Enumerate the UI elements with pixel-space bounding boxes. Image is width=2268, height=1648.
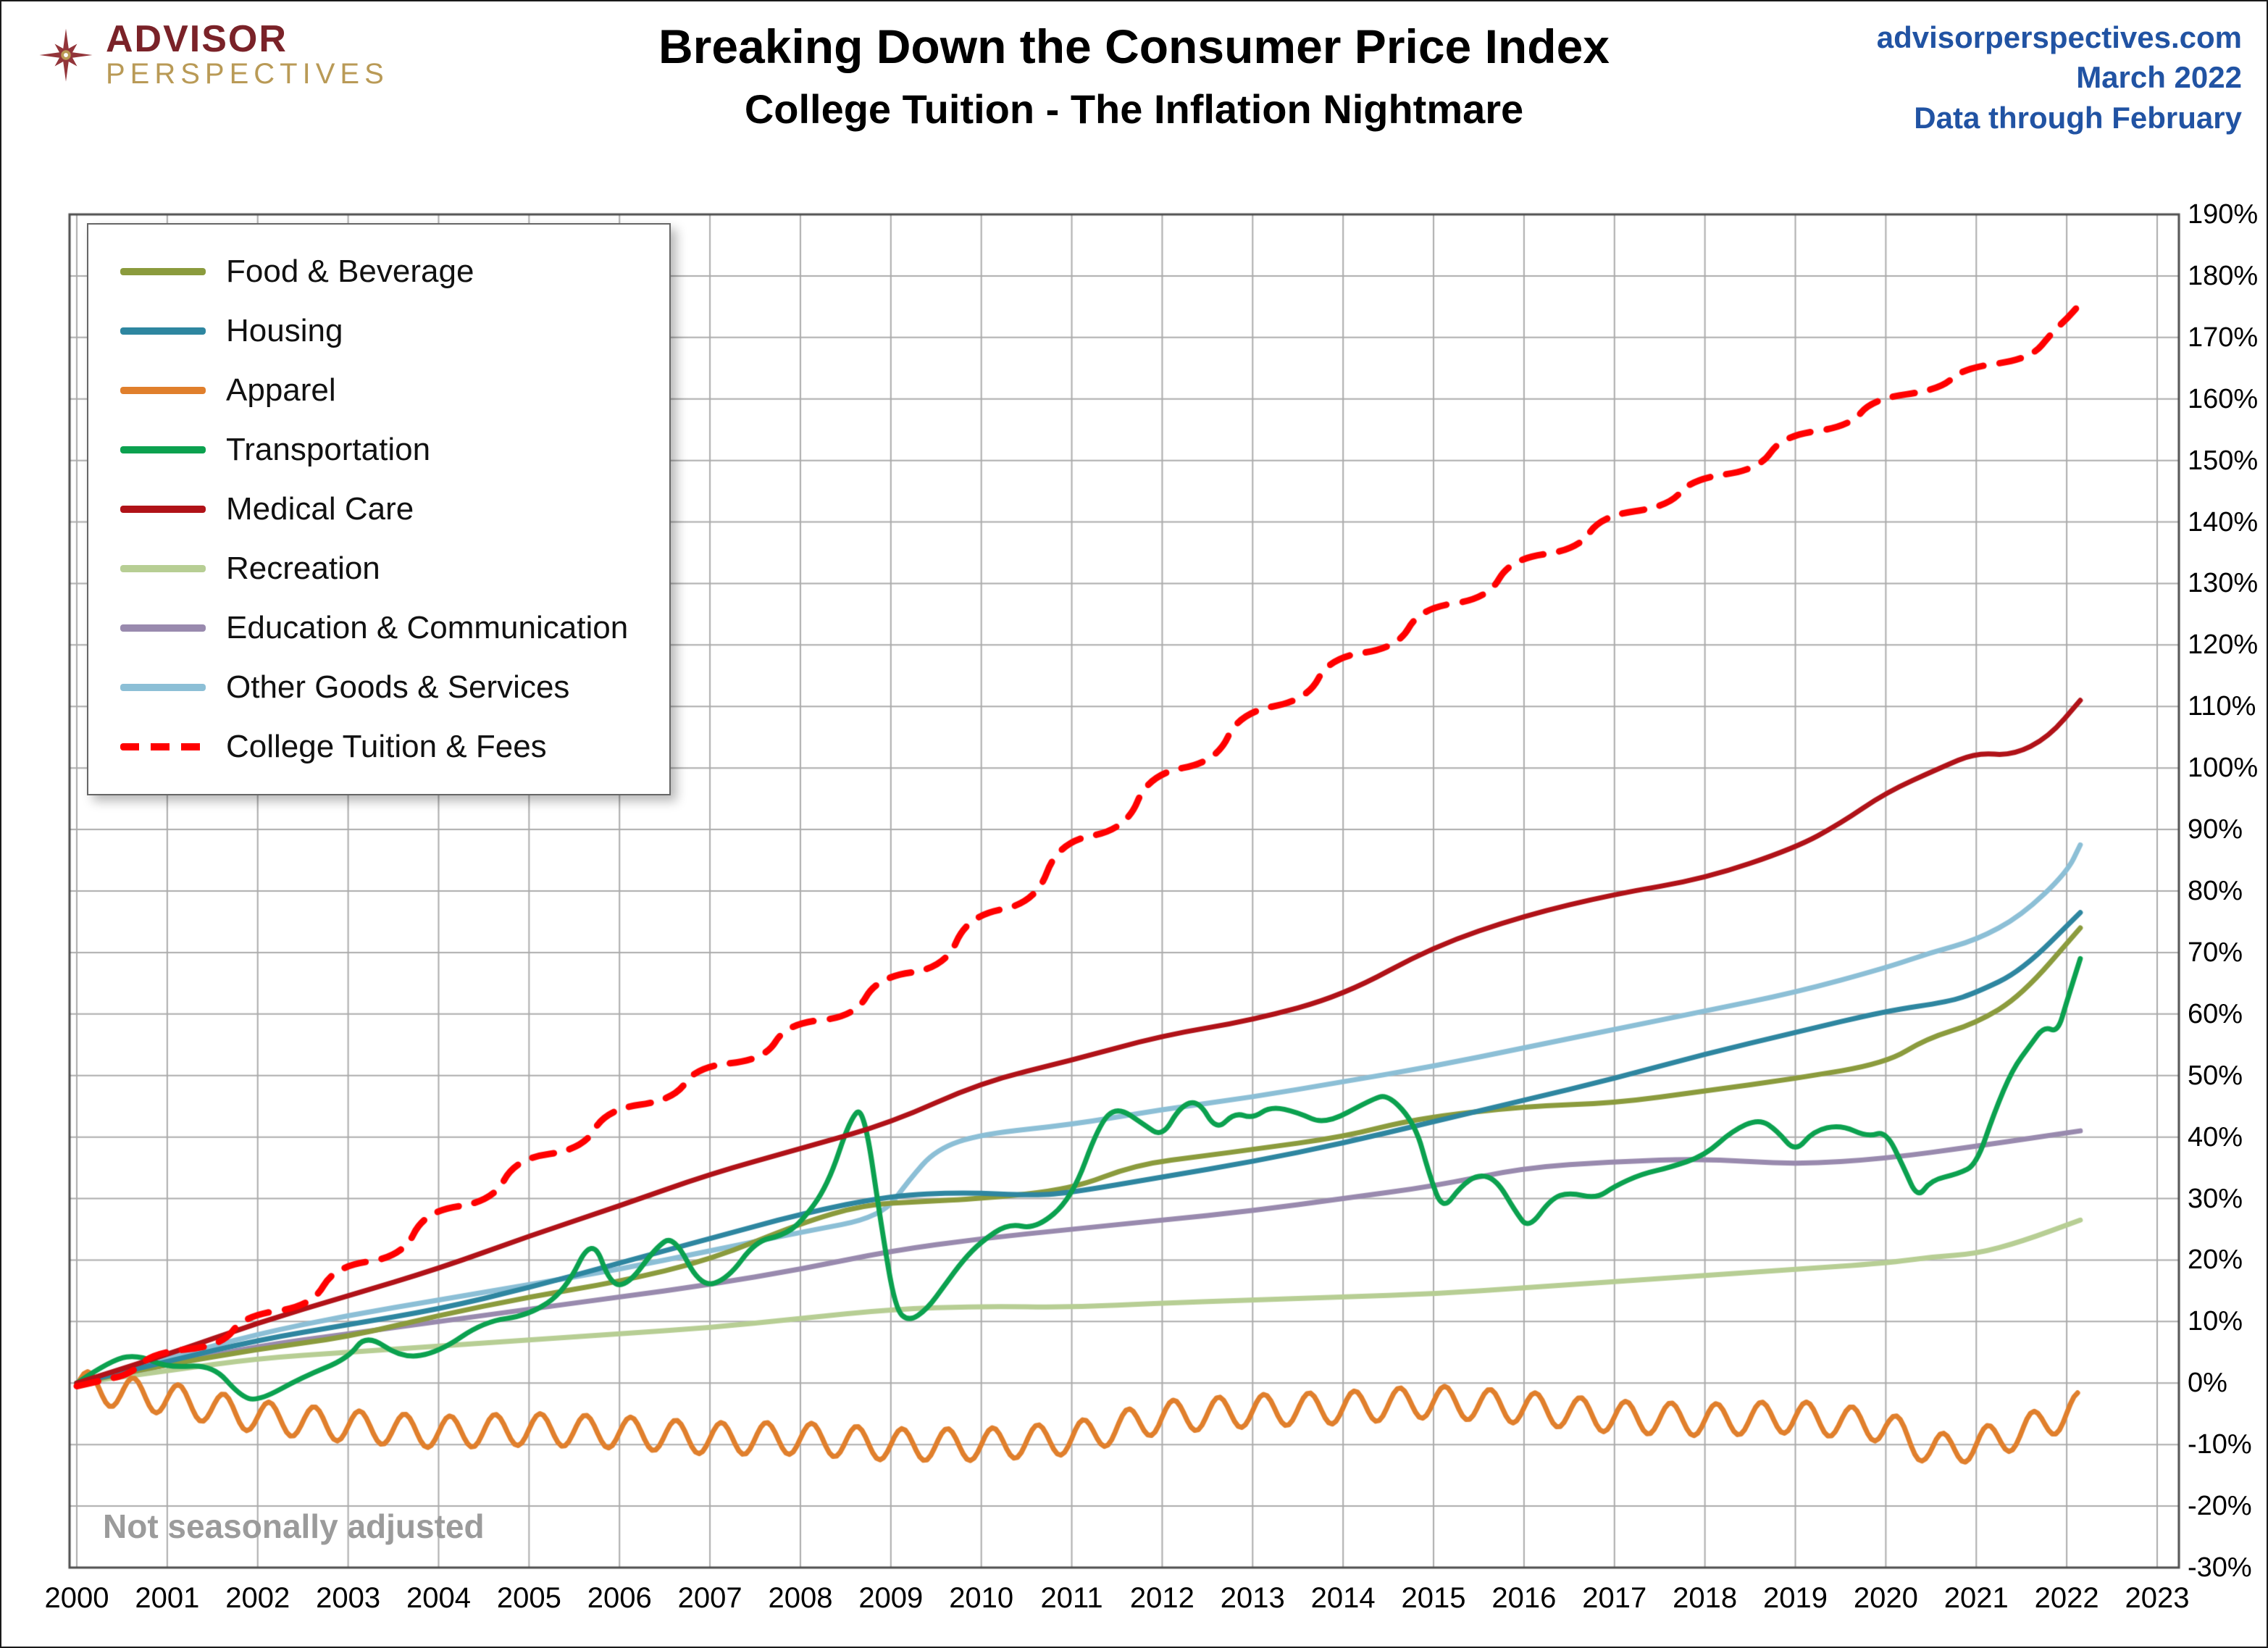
x-tick-label: 2015 [1401,1582,1466,1614]
y-axis-labels: 190% 180% 170% 160% 150% 140% 130% 120% 110% 100%… [2188,190,2267,1647]
advisor-perspectives-logo: ADVISOR PERSPECTIVES [38,20,389,90]
source-block: advisorperspectives.com March 2022 Data … [1877,17,2242,138]
y-tick-label: 100% [2188,753,2259,784]
source-website: advisorperspectives.com [1876,20,2242,54]
y-tick-label: -10% [2188,1429,2252,1460]
x-tick-label: 2010 [949,1582,1014,1614]
x-tick-label: 2021 [1943,1582,2009,1614]
source-data-through: Data through February [1914,100,2242,135]
y-tick-label: 130% [2188,568,2259,599]
legend-item-education-communication: Education & Communication [88,598,669,658]
legend-swatch-transportation [120,446,206,453]
x-tick-label: 2018 [1673,1582,1738,1614]
y-tick-label: 70% [2188,937,2243,968]
legend-swatch-other-goods-services [120,684,206,691]
legend-label: Housing [226,313,343,348]
y-tick-label: 20% [2188,1245,2243,1276]
y-tick-label: 90% [2188,814,2243,845]
legend-label: College Tuition & Fees [226,729,547,764]
chart-title: Breaking Down the Consumer Price Index [658,20,1610,73]
legend-label: Food & Beverage [226,254,474,289]
legend-item-food-beverage: Food & Beverage [88,242,669,301]
x-tick-label: 2003 [316,1582,381,1614]
x-tick-label: 2023 [2125,1582,2190,1614]
y-tick-label: 0% [2188,1368,2227,1399]
x-tick-label: 2013 [1220,1582,1285,1614]
source-date: March 2022 [2076,60,2242,95]
legend-swatch-apparel [120,387,206,394]
note-not-seasonally-adjusted: Not seasonally adjusted [103,1507,485,1545]
legend-item-apparel: Apparel [88,361,669,420]
x-tick-label: 2002 [225,1582,290,1614]
y-tick-label: 30% [2188,1183,2243,1214]
legend-item-other-goods-services: Other Goods & Services [88,658,669,717]
x-tick-label: 2016 [1491,1582,1557,1614]
y-tick-label: 120% [2188,629,2259,661]
legend: Food & Beverage Housing Apparel Transportat… [87,223,671,795]
y-tick-label: 150% [2188,445,2259,476]
y-tick-label: 80% [2188,876,2243,906]
y-tick-label: 60% [2188,998,2243,1029]
y-tick-label: 10% [2188,1306,2243,1337]
x-axis-labels: 2000 2001 2002 2003 2004 2005 2006 2007 2008 2009… [1,1578,2267,1621]
x-tick-label: 2022 [2034,1582,2099,1614]
chart-subtitle: College Tuition - The Inflation Nightmar… [744,86,1524,132]
legend-swatch-housing [120,327,206,335]
y-tick-label: 190% [2188,199,2259,230]
legend-label: Other Goods & Services [226,669,570,705]
legend-item-college-tuition-fees: College Tuition & Fees [88,717,669,777]
legend-swatch-food-beverage [120,268,206,275]
logo-text: ADVISOR PERSPECTIVES [106,20,389,90]
legend-item-medical-care: Medical Care [88,480,669,539]
y-tick-label: 110% [2188,691,2256,722]
x-tick-label: 2004 [406,1582,471,1614]
legend-label: Education & Communication [226,610,629,645]
legend-swatch-college-tuition-fees [120,743,206,750]
x-tick-label: 2005 [496,1582,561,1614]
compass-star-icon [39,28,93,82]
x-tick-label: 2008 [768,1582,833,1614]
y-tick-label: 160% [2188,383,2259,414]
y-tick-label: -20% [2188,1491,2252,1522]
legend-label: Apparel [226,372,336,408]
legend-label: Recreation [226,551,380,586]
y-tick-label: 140% [2188,506,2259,538]
y-tick-label: 180% [2188,260,2259,291]
y-tick-label: 40% [2188,1121,2243,1153]
y-tick-label: -30% [2188,1552,2252,1583]
legend-swatch-recreation [120,565,206,572]
title-block: Breaking Down the Consumer Price Index C… [1,19,2267,133]
x-tick-label: 2000 [44,1582,109,1614]
legend-item-recreation: Recreation [88,539,669,598]
x-tick-label: 2009 [858,1582,924,1614]
y-tick-label: 50% [2188,1060,2243,1091]
x-tick-label: 2014 [1310,1582,1376,1614]
x-tick-label: 2020 [1853,1582,1918,1614]
legend-swatch-medical-care [120,506,206,513]
y-tick-label: 170% [2188,322,2259,353]
x-tick-label: 2019 [1763,1582,1828,1614]
x-tick-label: 2017 [1582,1582,1647,1614]
x-tick-label: 2001 [135,1582,200,1614]
x-tick-label: 2006 [587,1582,652,1614]
x-tick-label: 2011 [1040,1582,1103,1614]
logo-advisor: ADVISOR [106,18,288,60]
legend-label: Medical Care [226,491,414,527]
legend-label: Transportation [226,432,431,467]
x-tick-label: 2007 [677,1582,742,1614]
legend-swatch-education-communication [120,624,206,632]
legend-item-transportation: Transportation [88,420,669,480]
logo-perspectives: PERSPECTIVES [106,58,389,90]
cpi-line-chart: 190% 180% 170% 160% 150% 140% 130% 120% 110% 100%… [1,190,2267,1647]
x-tick-label: 2012 [1129,1582,1194,1614]
legend-item-housing: Housing [88,301,669,361]
